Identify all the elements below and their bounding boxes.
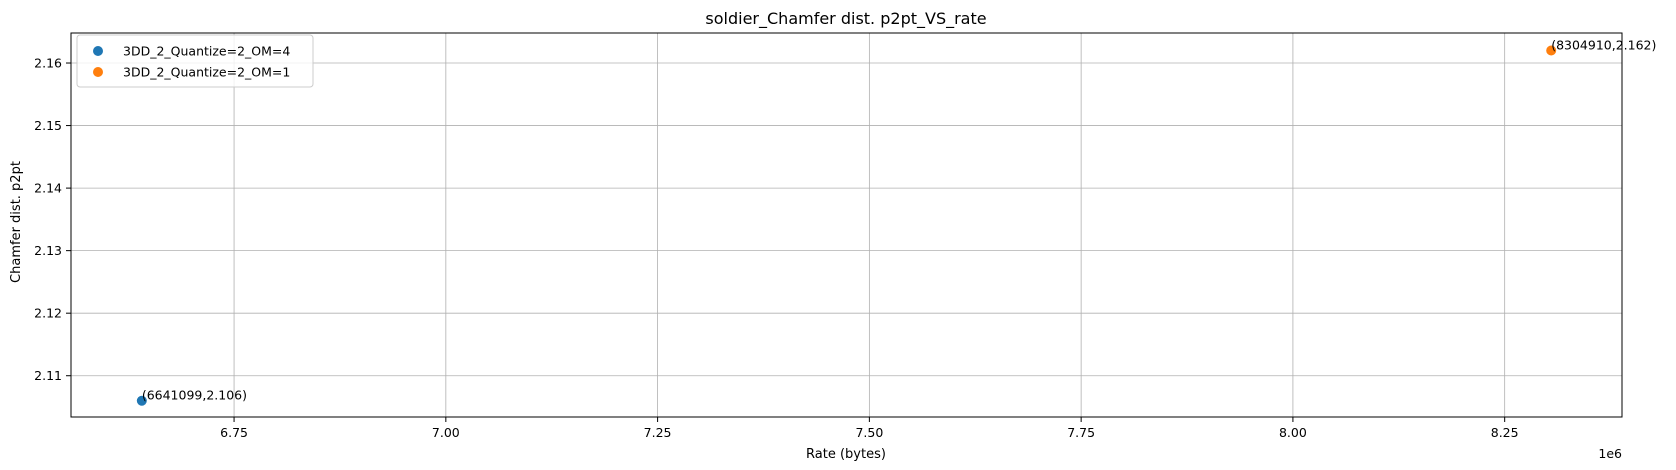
legend-label-series-0: 3DD_2_Quantize=2_OM=4 <box>123 44 290 59</box>
x-tick-label: 6.75 <box>220 425 248 440</box>
legend-marker-series-1 <box>93 67 103 77</box>
x-tick-label: 7.25 <box>644 425 672 440</box>
data-point-series-0 <box>136 395 147 406</box>
y-axis-ticks: 2.11 2.12 2.13 2.14 2.15 2.16 <box>34 56 71 383</box>
y-tick-label: 2.14 <box>34 181 62 196</box>
y-tick-label: 2.13 <box>34 243 62 258</box>
x-tick-label: 7.50 <box>855 425 883 440</box>
chart-title: soldier_Chamfer dist. p2pt_VS_rate <box>705 9 986 29</box>
plot-frame <box>70 32 1623 418</box>
data-point-label-series-0: (6641099,2.106) <box>142 388 247 403</box>
x-axis-ticks: 6.75 7.00 7.25 7.50 7.75 8.00 8.25 <box>220 417 1519 440</box>
y-tick-label: 2.15 <box>34 118 62 133</box>
x-tick-label: 8.00 <box>1279 425 1307 440</box>
data-point-series-1 <box>1546 45 1557 56</box>
data-point-label-series-1: (8304910,2.162) <box>1551 38 1656 53</box>
x-tick-label: 7.75 <box>1067 425 1095 440</box>
x-axis-offset-label: 1e6 <box>1598 446 1622 461</box>
y-tick-label: 2.12 <box>34 306 62 321</box>
legend-marker-series-0 <box>93 46 103 56</box>
y-axis-label: Chamfer dist. p2pt <box>9 161 24 283</box>
x-axis-label: Rate (bytes) <box>806 447 886 462</box>
x-tick-label: 8.25 <box>1491 425 1519 440</box>
data-points: (6641099,2.106) (8304910,2.162) <box>136 38 1656 406</box>
legend-box <box>76 34 314 88</box>
legend-label-series-1: 3DD_2_Quantize=2_OM=1 <box>123 65 290 80</box>
x-tick-label: 7.00 <box>432 425 460 440</box>
y-tick-label: 2.16 <box>34 56 62 71</box>
y-tick-label: 2.11 <box>34 368 62 383</box>
legend: 3DD_2_Quantize=2_OM=4 3DD_2_Quantize=2_O… <box>76 34 314 88</box>
grid-lines <box>71 33 1622 417</box>
